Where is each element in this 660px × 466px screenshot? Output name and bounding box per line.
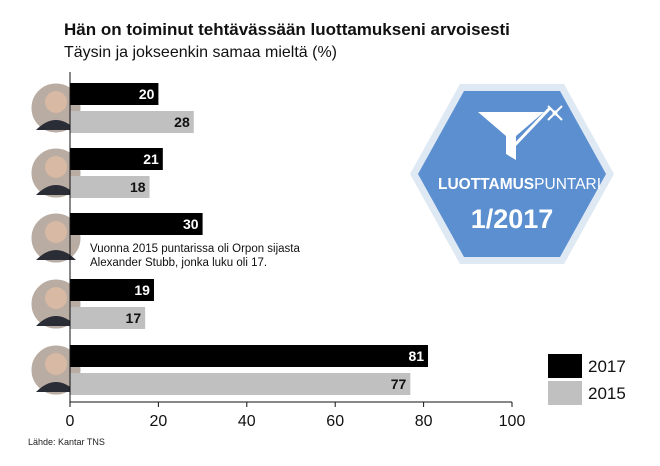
legend-swatch-2015 xyxy=(548,381,582,405)
data-label: 77 xyxy=(391,376,407,392)
portrait-avatar xyxy=(28,210,84,266)
annotation-line: Alexander Stubb, jonka luku oli 17. xyxy=(90,257,267,269)
data-label: 30 xyxy=(183,216,199,232)
bar-2015 xyxy=(70,111,194,133)
legend-swatch-2017 xyxy=(548,354,582,378)
funnel-icon xyxy=(478,106,555,160)
data-label: 21 xyxy=(143,151,159,167)
data-label: 81 xyxy=(408,348,424,364)
portrait-avatar xyxy=(28,342,84,398)
bar-2017 xyxy=(70,148,163,170)
data-label: 17 xyxy=(126,310,142,326)
portrait-avatar xyxy=(28,145,84,201)
data-label: 18 xyxy=(130,179,146,195)
bar-2017 xyxy=(70,279,154,301)
portrait-avatar xyxy=(28,276,84,332)
luottamuspuntari-logo: LUOTTAMUSPUNTARI 1/2017 xyxy=(410,84,614,264)
bar-2017 xyxy=(70,83,159,105)
badge-hexagon xyxy=(418,91,606,257)
chart-subtitle: Täysin ja jokseenkin samaa mieltä (%) xyxy=(64,44,337,61)
x-tick-label: 20 xyxy=(150,413,168,430)
x-tick-label: 100 xyxy=(499,413,526,430)
data-label: 20 xyxy=(139,86,155,102)
legend-label-2017: 2017 xyxy=(588,357,626,376)
source-note: Lähde: Kantar TNS xyxy=(28,437,105,447)
bar-2017 xyxy=(70,213,203,235)
x-tick-label: 80 xyxy=(415,413,433,430)
chart-title: Hän on toiminut tehtävässään luottamukse… xyxy=(64,20,510,39)
bar-2015 xyxy=(70,373,411,395)
x-tick-label: 40 xyxy=(238,413,256,430)
portrait-avatar xyxy=(28,80,84,136)
sparkle-icon xyxy=(547,105,563,121)
bar-2015 xyxy=(70,307,146,329)
legend-label-2015: 2015 xyxy=(588,384,626,403)
x-tick-label: 60 xyxy=(326,413,344,430)
bar-2015 xyxy=(70,176,150,198)
bar-2017 xyxy=(70,345,429,367)
x-tick-label: 0 xyxy=(66,413,75,430)
badge-issue: 1/2017 xyxy=(471,204,554,234)
badge-brand-bold: LUOTTAMUS xyxy=(438,176,534,193)
annotation-line: Vuonna 2015 puntarissa oli Orpon sijasta xyxy=(90,243,301,255)
badge-brand-light: PUNTARI xyxy=(534,176,601,193)
data-label: 28 xyxy=(174,114,190,130)
data-label: 19 xyxy=(134,282,150,298)
badge-brand: LUOTTAMUSPUNTARI xyxy=(438,176,601,193)
